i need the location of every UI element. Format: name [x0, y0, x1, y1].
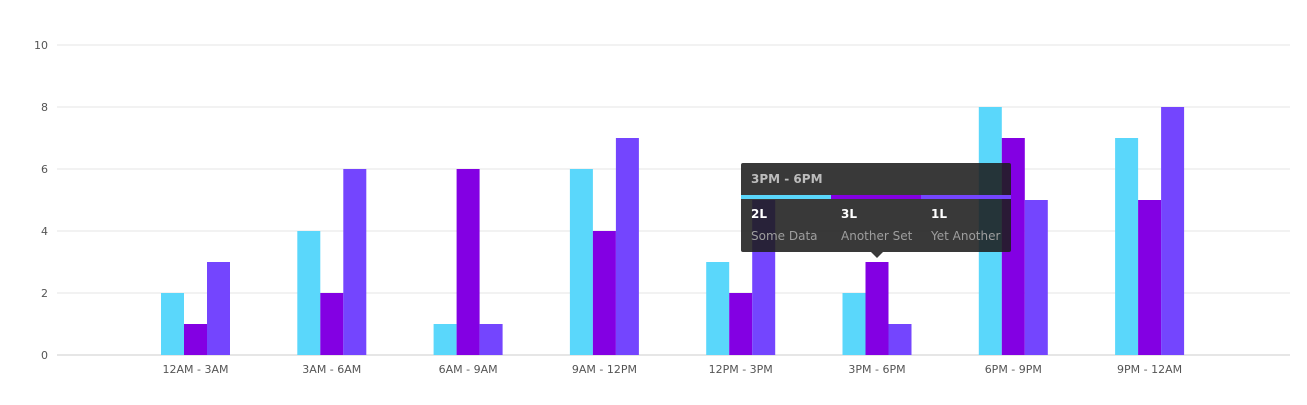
y-tick-label: 8: [41, 101, 48, 114]
tooltip-swatch-some-data: [741, 195, 831, 199]
tooltip-item-yet-another: 1L Yet Another: [931, 207, 1021, 243]
x-axis: 12AM - 3AM 3AM - 6AM 6AM - 9AM 9AM - 12PM 12…: [163, 363, 1183, 376]
y-tick-label: 10: [34, 39, 48, 52]
bar-another-set[interactable]: [320, 293, 344, 355]
x-tick-label: 9AM - 12PM: [572, 363, 637, 376]
bar-some-data[interactable]: [297, 231, 321, 355]
y-tick-label: 6: [41, 163, 48, 176]
x-tick-label: 12AM - 3AM: [163, 363, 229, 376]
bar-yet-another[interactable]: [479, 324, 503, 355]
tooltip-series-name: Some Data: [751, 229, 818, 243]
tooltip-value: 1L: [931, 207, 947, 221]
tooltip-title: 3PM - 6PM: [751, 172, 823, 186]
tooltip-value: 3L: [841, 207, 857, 221]
y-tick-label: 2: [41, 287, 48, 300]
y-tick-label: 0: [41, 349, 48, 362]
bar-some-data[interactable]: [569, 169, 593, 355]
tooltip-series-name: Yet Another: [931, 229, 1001, 243]
y-tick-label: 4: [41, 225, 48, 238]
bar-yet-another[interactable]: [1024, 200, 1048, 355]
chart-tooltip: 3PM - 6PM 2L Some Data 3L Another Set 1L…: [741, 163, 1011, 258]
bar-another-set[interactable]: [729, 293, 753, 355]
bar-some-data[interactable]: [161, 293, 184, 355]
tooltip-color-strip: [741, 195, 1011, 199]
tooltip-swatch-yet-another: [921, 195, 1011, 199]
bar-some-data[interactable]: [706, 262, 730, 355]
x-tick-label: 12PM - 3PM: [709, 363, 773, 376]
bar-some-data[interactable]: [1115, 138, 1139, 355]
bars: [161, 107, 1185, 355]
tooltip-value: 2L: [751, 207, 767, 221]
bar-another-set[interactable]: [865, 262, 889, 355]
bar-another-set[interactable]: [184, 324, 207, 355]
x-tick-label: 9PM - 12AM: [1117, 363, 1182, 376]
bar-yet-another[interactable]: [1161, 107, 1185, 355]
bar-another-set[interactable]: [456, 169, 480, 355]
tooltip-caret: [871, 252, 883, 258]
bar-another-set[interactable]: [1138, 200, 1162, 355]
x-tick-label: 3PM - 6PM: [848, 363, 905, 376]
y-axis: 0 2 4 6 8 10: [34, 39, 48, 362]
x-tick-label: 6AM - 9AM: [439, 363, 498, 376]
bar-yet-another[interactable]: [615, 138, 639, 355]
x-tick-label: 3AM - 6AM: [302, 363, 361, 376]
tooltip-item-some-data: 2L Some Data: [751, 207, 841, 243]
tooltip-swatch-another-set: [831, 195, 921, 199]
tooltip-series-name: Another Set: [841, 229, 913, 243]
bar-some-data[interactable]: [433, 324, 457, 355]
bar-another-set[interactable]: [592, 231, 616, 355]
x-tick-label: 6PM - 9PM: [985, 363, 1042, 376]
bar-yet-another[interactable]: [343, 169, 367, 355]
bar-some-data[interactable]: [842, 293, 866, 355]
bar-yet-another[interactable]: [888, 324, 912, 355]
tooltip-item-another-set: 3L Another Set: [841, 207, 931, 243]
grid-lines: [57, 44, 1290, 356]
bar-yet-another[interactable]: [207, 262, 230, 355]
